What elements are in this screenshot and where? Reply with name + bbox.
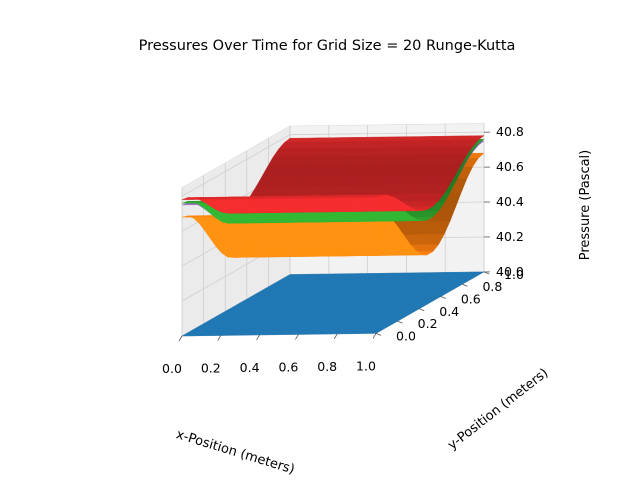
x-tick-label: 0.4 <box>240 360 260 375</box>
x-tick-mark <box>257 335 260 340</box>
y-tick-mark <box>376 333 381 335</box>
y-tick-label: 0.8 <box>482 279 502 294</box>
y-tick-mark <box>441 297 446 299</box>
x-tick-mark <box>373 333 376 338</box>
y-tick-mark <box>398 321 403 323</box>
y-tick-label: 0.4 <box>439 304 459 319</box>
x-axis-label: x-Position (meters) <box>174 427 296 477</box>
z-tick-label: 40.4 <box>496 194 524 209</box>
x-tick-label: 0.0 <box>162 361 182 376</box>
y-tick-label: 0.6 <box>461 292 481 307</box>
x-tick-mark <box>179 336 182 341</box>
z-tick-label: 40.0 <box>496 264 524 279</box>
x-tick-label: 0.8 <box>317 359 337 374</box>
y-tick-label: 0.0 <box>396 328 416 343</box>
y-tick-label: 0.2 <box>418 316 438 331</box>
z-tick-label: 40.8 <box>496 124 524 139</box>
z-axis-label: Pressure (Pascal) <box>578 150 593 261</box>
z-tick-label: 40.2 <box>496 229 524 244</box>
y-axis-label: y-Position (meters) <box>445 366 551 454</box>
y-tick-mark <box>462 284 467 286</box>
x-tick-mark <box>334 334 337 339</box>
y-tick-mark <box>419 309 424 311</box>
z-tick-label: 40.6 <box>496 159 524 174</box>
chart-title: Pressures Over Time for Grid Size = 20 R… <box>139 38 516 54</box>
x-tick-label: 0.6 <box>278 359 298 374</box>
x-tick-mark <box>295 334 298 339</box>
x-tick-mark <box>218 335 221 340</box>
x-tick-label: 1.0 <box>356 358 376 373</box>
x-tick-label: 0.2 <box>201 360 221 375</box>
